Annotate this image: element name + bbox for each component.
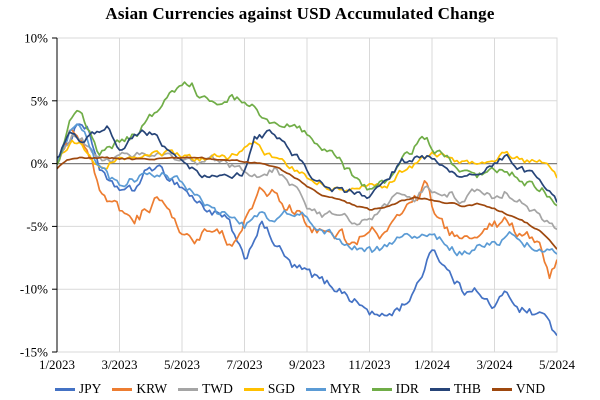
series-line-jpy bbox=[57, 123, 557, 336]
legend-swatch-jpy bbox=[54, 387, 75, 391]
legend-label-thb: THB bbox=[453, 381, 481, 397]
chart-title: Asian Currencies against USD Accumulated… bbox=[105, 4, 495, 23]
legend-label-jpy: JPY bbox=[78, 381, 102, 397]
x-tick-label: 3/2024 bbox=[476, 357, 513, 372]
x-tick-label: 11/2023 bbox=[348, 357, 390, 372]
y-tick-label: 0% bbox=[31, 156, 49, 171]
legend-item-myr: MYR bbox=[305, 381, 361, 397]
y-tick-label: -15% bbox=[20, 345, 48, 360]
x-tick-label: 5/2024 bbox=[539, 357, 576, 372]
legend-item-krw: KRW bbox=[112, 382, 167, 396]
legend-swatch-twd bbox=[178, 387, 199, 391]
legend-label-myr: MYR bbox=[329, 381, 361, 397]
legend-label-sgd: SGD bbox=[267, 381, 295, 397]
legend-item-thb: THB bbox=[429, 381, 481, 397]
legend-swatch-myr bbox=[305, 387, 326, 391]
series-line-thb bbox=[57, 125, 557, 203]
legend-label-idr: IDR bbox=[395, 381, 419, 397]
series-line-krw bbox=[57, 129, 557, 280]
x-tick-label: 5/2023 bbox=[164, 357, 200, 372]
y-tick-label: 10% bbox=[24, 31, 48, 46]
legend-swatch-idr bbox=[371, 387, 392, 391]
series-line-sgd bbox=[57, 139, 557, 193]
x-tick-label: 1/2024 bbox=[414, 357, 451, 372]
y-tick-label: 5% bbox=[31, 93, 49, 108]
legend-label-vnd: VND bbox=[515, 381, 546, 397]
legend-item-sgd: SGD bbox=[243, 381, 295, 397]
legend-label-krw: KRW bbox=[136, 381, 168, 397]
y-tick-label: -10% bbox=[20, 282, 48, 297]
legend-item-jpy: JPY bbox=[54, 381, 102, 397]
x-tick-label: 1/2023 bbox=[39, 357, 75, 372]
series-line-twd bbox=[57, 134, 557, 231]
legend-label-twd: TWD bbox=[202, 381, 233, 397]
legend-swatch-thb bbox=[429, 387, 450, 391]
legend-item-vnd: VND bbox=[491, 381, 546, 397]
legend-swatch-sgd bbox=[243, 387, 264, 391]
chart-legend: JPY KRW TWD SGD MYR IDR THB VND bbox=[0, 379, 600, 399]
legend-swatch-vnd bbox=[491, 387, 512, 391]
series-line-idr bbox=[57, 81, 557, 207]
x-tick-label: 9/2023 bbox=[289, 357, 325, 372]
y-tick-label: -5% bbox=[26, 219, 48, 234]
legend-swatch-krw bbox=[112, 387, 133, 391]
x-tick-label: 3/2023 bbox=[101, 357, 137, 372]
series-line-myr bbox=[57, 123, 557, 257]
series-line-vnd bbox=[57, 156, 557, 250]
legend-item-twd: TWD bbox=[178, 382, 233, 396]
legend-item-idr: IDR bbox=[371, 381, 419, 397]
x-tick-label: 7/2023 bbox=[226, 357, 262, 372]
